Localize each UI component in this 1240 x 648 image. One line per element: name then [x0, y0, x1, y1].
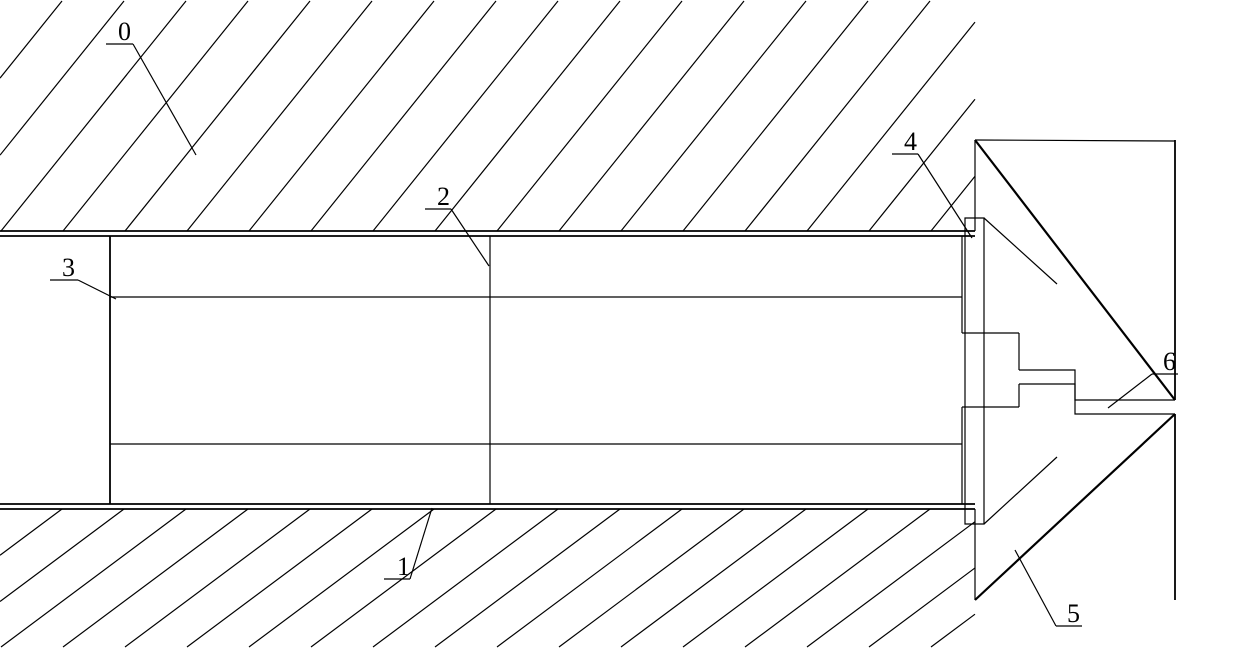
label-leader-4 — [918, 154, 972, 238]
hatch-line-top — [869, 99, 975, 231]
hatch-line-top — [497, 1, 682, 231]
label-5: 5 — [1067, 599, 1080, 628]
label-2: 2 — [437, 182, 450, 211]
label-leader-2 — [451, 209, 489, 266]
cone-top-edge — [975, 140, 1175, 400]
hatch-line-top — [187, 1, 372, 231]
hatch-line-top — [373, 1, 558, 231]
hatch-line-top — [311, 1, 496, 231]
hatch-line-bottom — [187, 509, 372, 647]
collar-cone-top — [984, 218, 1057, 284]
hatch-line-bottom — [1, 509, 186, 647]
hatch-line-bottom — [0, 509, 124, 601]
cone-bottom-edge — [975, 414, 1175, 600]
hatch-line-bottom — [559, 509, 744, 647]
hatch-line-bottom — [435, 509, 620, 647]
label-leader-6 — [1108, 374, 1152, 408]
hatch-line-top — [745, 1, 930, 231]
label-1: 1 — [397, 552, 410, 581]
label-4: 4 — [904, 127, 917, 156]
hatch-line-bottom — [621, 509, 806, 647]
hatch-line-top — [807, 22, 975, 231]
hatch-line-top — [559, 1, 744, 231]
label-leader-5 — [1015, 550, 1056, 626]
hatch-line-top — [63, 1, 248, 231]
hatch-line-top — [621, 1, 806, 231]
label-3: 3 — [62, 253, 75, 282]
hatch-line-top — [0, 1, 124, 155]
cone-top-edge-start — [975, 140, 1175, 141]
hatch-line-bottom — [869, 568, 975, 647]
label-leader-0 — [133, 44, 196, 155]
hatch-line-bottom — [931, 614, 975, 647]
hatch-line-bottom — [63, 509, 248, 647]
hatch-line-top — [1, 1, 186, 231]
collar-cone-bottom — [984, 457, 1057, 524]
hatch-line-bottom — [497, 509, 682, 647]
hatch-line-bottom — [0, 509, 62, 555]
label-0: 0 — [118, 17, 131, 46]
hatch-line-bottom — [807, 522, 975, 647]
hatch-line-bottom — [745, 509, 930, 647]
port-bottom-contour — [1019, 384, 1175, 414]
label-6: 6 — [1163, 347, 1176, 376]
collar-rect — [965, 218, 984, 524]
hatch-line-top — [683, 1, 868, 231]
hatch-line-bottom — [125, 509, 310, 647]
hatch-line-top — [125, 1, 310, 231]
hatch-line-top — [0, 1, 62, 78]
hatch-line-top — [435, 1, 620, 231]
hatch-line-top — [249, 1, 434, 231]
hatch-line-bottom — [683, 509, 868, 647]
